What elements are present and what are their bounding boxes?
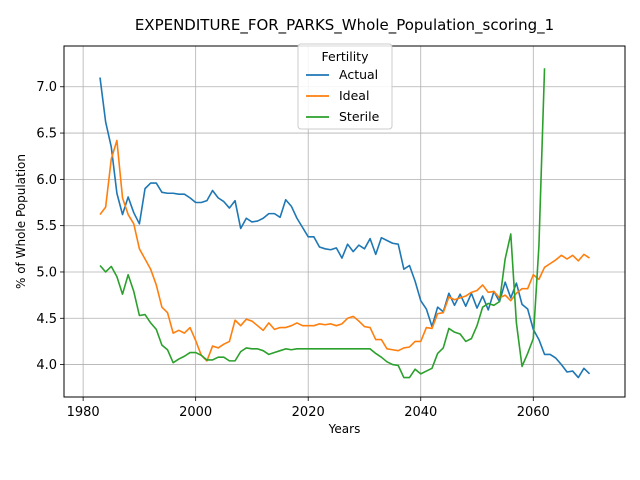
y-tick-label: 6.5 bbox=[36, 127, 57, 142]
x-axis-label: Years bbox=[328, 422, 361, 436]
series-line-sterile bbox=[99, 68, 546, 379]
y-tick-label: 6.0 bbox=[36, 173, 57, 188]
legend: Fertility Actual Ideal Sterile bbox=[297, 43, 393, 130]
x-tick-label: 2060 bbox=[517, 405, 550, 420]
y-tick-label: 4.5 bbox=[36, 312, 57, 327]
y-axis-label: % of Whole Population bbox=[14, 154, 28, 289]
y-tick-label: 7.0 bbox=[36, 80, 57, 95]
x-tick-label: 1980 bbox=[67, 405, 100, 420]
legend-label-ideal: Ideal bbox=[339, 88, 369, 103]
series-line-ideal bbox=[99, 139, 590, 362]
series-line-actual bbox=[99, 77, 591, 379]
x-tick-label: 2000 bbox=[179, 405, 212, 420]
y-tick-label: 5.5 bbox=[36, 219, 57, 234]
y-tick-label: 5.0 bbox=[36, 265, 57, 280]
legend-label-actual: Actual bbox=[339, 67, 378, 82]
legend-label-sterile: Sterile bbox=[339, 109, 380, 124]
y-tick-label: 4.0 bbox=[36, 358, 57, 373]
x-tick-label: 2040 bbox=[404, 405, 437, 420]
ticks: 1980 2000 2020 2040 2060 4.0 4.5 5.0 5.5 6.0 6.5 7.… bbox=[36, 80, 550, 420]
x-tick-label: 2020 bbox=[292, 405, 325, 420]
legend-box bbox=[297, 43, 393, 130]
series-layer bbox=[99, 68, 591, 379]
legend-title: Fertility bbox=[322, 49, 370, 64]
chart-title: EXPENDITURE_FOR_PARKS_Whole_Population_s… bbox=[135, 16, 554, 35]
